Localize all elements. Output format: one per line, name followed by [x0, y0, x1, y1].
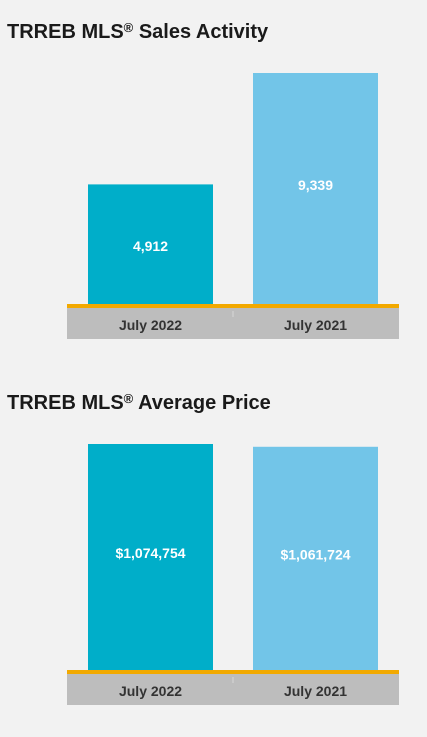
category-label: July 2022: [119, 317, 182, 333]
chart-title: TRREB MLS® Sales Activity: [7, 21, 268, 44]
data-label: $1,074,754: [115, 545, 185, 561]
title-rest: Sales Activity: [133, 21, 269, 43]
registered-mark: ®: [123, 20, 134, 35]
data-label: $1,061,724: [280, 546, 350, 562]
average-price-plot: $1,074,754 $1,061,724 July 2022 July 2021: [67, 444, 399, 705]
sales-activity-chart: TRREB MLS® Sales Activity 4,912 9,339 July…: [0, 0, 427, 350]
title-main: TRREB MLS: [7, 392, 124, 414]
category-label: July 2021: [284, 683, 347, 699]
category-label: July 2021: [284, 317, 347, 333]
average-price-chart: TRREB MLS® Average Price $1,074,754 $1,06…: [0, 370, 427, 730]
category-label: July 2022: [119, 683, 182, 699]
chart-title: TRREB MLS® Average Price: [7, 392, 271, 415]
data-label: 4,912: [133, 238, 168, 254]
registered-mark: ®: [123, 391, 134, 406]
data-label: 9,339: [298, 177, 333, 193]
title-main: TRREB MLS: [7, 21, 124, 43]
baseline: [67, 304, 399, 308]
bar: [253, 73, 378, 308]
bar: [88, 184, 213, 308]
baseline: [67, 670, 399, 674]
bar: [88, 444, 213, 674]
bar: [253, 446, 378, 674]
title-rest: Average Price: [133, 392, 271, 414]
sales-activity-plot: 4,912 9,339 July 2022 July 2021: [67, 73, 399, 339]
